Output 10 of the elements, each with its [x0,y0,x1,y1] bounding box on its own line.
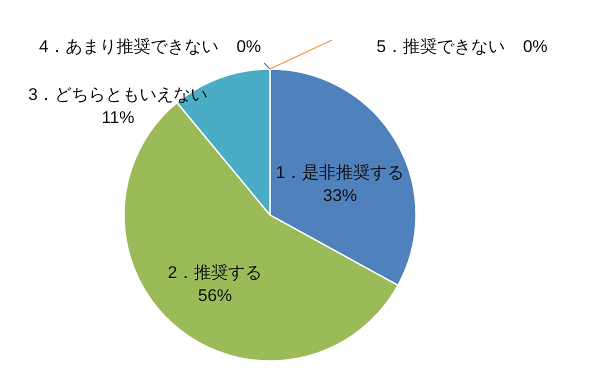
category-label: 4．あまり推奨できない [38,37,218,56]
slice-label: 3．どちらともいえない [28,85,208,104]
data-label: 56% [198,286,232,305]
text: 0% [522,37,548,56]
category-label: 5．推奨できない [376,37,505,56]
slice-label: 2．推奨する [168,263,262,282]
data-label: 11% [102,108,134,127]
text: 0% [236,37,262,56]
data-label: 33% [322,186,358,205]
slice-label: 1．是非推奨する [276,163,404,182]
